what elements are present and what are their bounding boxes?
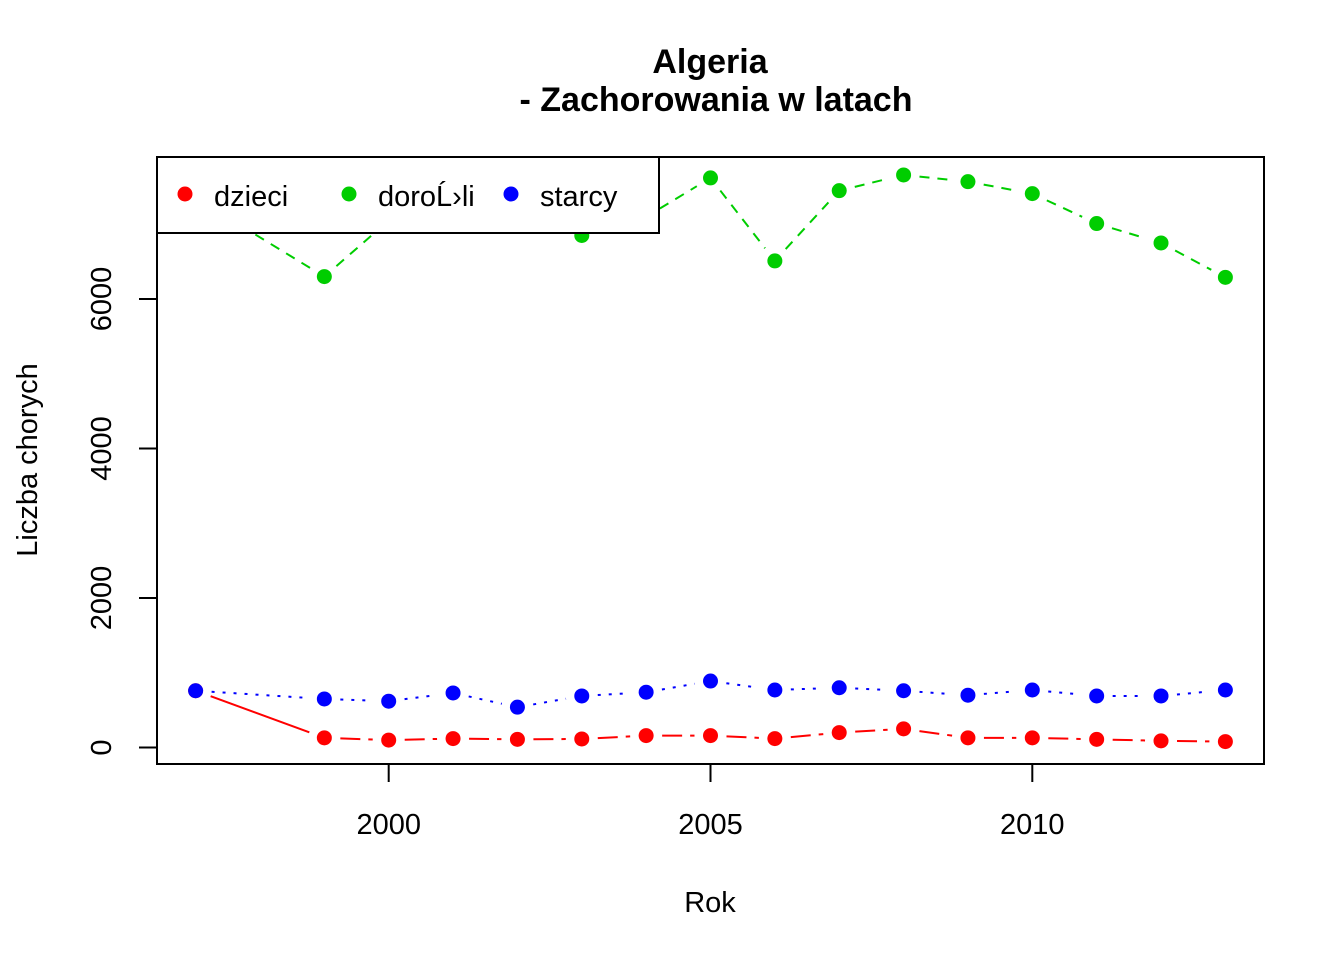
data-point [1217, 682, 1233, 698]
data-point [960, 730, 976, 746]
series-segment [1046, 199, 1083, 218]
data-point [1153, 733, 1169, 749]
data-point [831, 183, 847, 199]
data-point [316, 730, 332, 746]
series-segment [340, 737, 373, 741]
data-point [1024, 730, 1040, 746]
series-segment [983, 183, 1017, 192]
data-point [638, 684, 654, 700]
legend-marker [503, 186, 519, 202]
data-point [381, 732, 397, 748]
data-point [1153, 235, 1169, 251]
series-segment [1174, 249, 1212, 271]
data-point [445, 731, 461, 747]
data-point [188, 683, 204, 699]
series-segment [404, 737, 438, 741]
data-point [960, 174, 976, 190]
data-point [509, 699, 525, 715]
data-point [703, 728, 718, 744]
legend-marker [341, 186, 357, 202]
data-point [381, 693, 397, 709]
data-point [1089, 688, 1105, 704]
data-point [767, 731, 783, 747]
series-segment [854, 177, 889, 188]
series-segment [1112, 738, 1146, 742]
series-segment [855, 728, 888, 733]
data-point [1217, 734, 1233, 750]
data-point [316, 269, 332, 285]
data-point [1024, 186, 1040, 202]
data-point [896, 683, 912, 699]
data-point [1217, 269, 1233, 285]
data-point [1024, 682, 1040, 698]
legend-label: doroĹ›li [378, 180, 475, 213]
data-point [831, 680, 847, 696]
y-tick-label: 6000 [86, 267, 118, 332]
x-tick-label: 2010 [1000, 809, 1065, 841]
data-point [509, 731, 525, 747]
data-point [574, 731, 590, 747]
legend-marker [177, 186, 193, 202]
legend-box [156, 156, 660, 234]
data-point [574, 688, 590, 704]
data-point [638, 728, 654, 744]
axis-layer: 2000 2005 2010 0 2000 4000 6000 [86, 267, 1065, 841]
data-point [445, 685, 461, 701]
data-point [703, 170, 718, 186]
data-point [1089, 216, 1105, 232]
data-point [767, 682, 783, 698]
legend-label: starcy [540, 181, 618, 213]
series-segment [210, 695, 310, 734]
series-segment [1111, 227, 1146, 240]
data-point [896, 721, 912, 737]
series-segment [919, 175, 953, 181]
series-segment [719, 189, 766, 249]
legend-label: dzieci [214, 181, 288, 213]
x-tick-label: 2000 [356, 809, 421, 841]
series-segment [919, 730, 953, 737]
data-point [896, 167, 912, 183]
data-point [831, 725, 847, 741]
data-point [1089, 731, 1105, 747]
data-point [1153, 688, 1169, 704]
y-tick-label: 4000 [86, 416, 118, 481]
chart-subtitle: - Zachorowania w latach [520, 81, 913, 119]
data-point [960, 687, 976, 703]
data-point [703, 673, 718, 689]
data-point [767, 253, 783, 269]
y-tick-label: 0 [86, 739, 118, 755]
data-point [316, 691, 332, 707]
series-2 [188, 673, 1233, 715]
y-tick-label: 2000 [86, 566, 118, 631]
series-segment [1048, 737, 1081, 740]
series-segment [335, 230, 378, 267]
x-tick-label: 2005 [678, 809, 743, 841]
series-segment [597, 735, 631, 740]
chart-title: Algeria [652, 43, 768, 81]
series-layer [188, 167, 1233, 750]
series-segment [726, 735, 759, 739]
x-axis-label: Rok [684, 887, 736, 919]
series-segment [790, 733, 824, 739]
series-segment [659, 185, 698, 210]
y-axis-label: Liczba chorych [12, 363, 44, 556]
legend: dzieci doroĹ›li starcy [156, 156, 660, 234]
